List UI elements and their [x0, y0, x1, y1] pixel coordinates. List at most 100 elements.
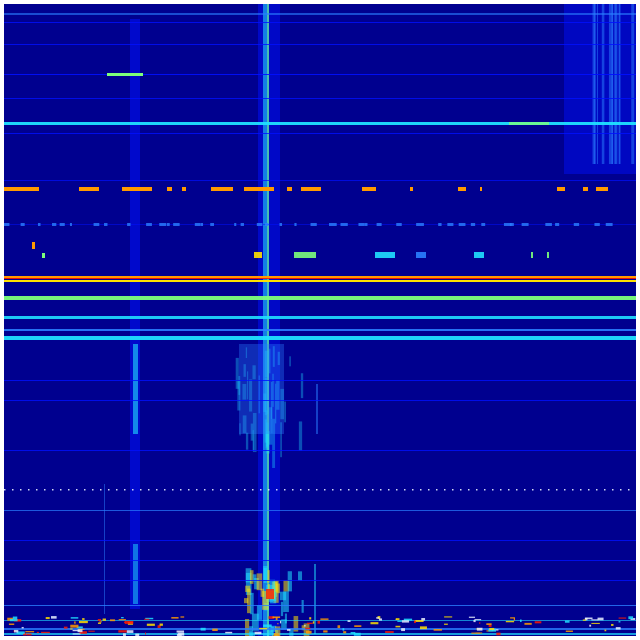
noise-cell — [524, 622, 532, 625]
noise-cell — [589, 624, 592, 627]
vertical-streak — [245, 432, 249, 450]
noise-cell — [275, 617, 278, 621]
noise-cell — [97, 622, 101, 624]
noise-cell — [126, 630, 134, 633]
noise-cell — [21, 626, 24, 629]
horizontal-line — [4, 560, 636, 561]
dotted-line-point — [44, 489, 46, 491]
bright-blob — [269, 596, 277, 604]
vertical-streak — [267, 381, 269, 415]
horizontal-line — [4, 276, 636, 278]
noise-cell — [510, 617, 515, 619]
bright-blob — [280, 601, 284, 617]
noise-cell — [118, 630, 127, 633]
line-segment — [438, 223, 442, 226]
line-segment — [573, 223, 580, 226]
noise-cell — [70, 628, 73, 630]
bright-blob — [293, 616, 299, 632]
noise-cell — [473, 619, 476, 623]
noise-cell — [604, 629, 607, 632]
line-segment — [264, 223, 269, 226]
horizontal-line — [4, 13, 636, 15]
noise-cell — [312, 621, 315, 624]
line-segment — [547, 252, 549, 258]
noise-cell — [306, 630, 312, 634]
vertical-streak — [258, 375, 260, 414]
bright-blob — [250, 592, 254, 615]
dotted-line-point — [540, 489, 542, 491]
noise-cell — [157, 625, 161, 628]
bright-blob — [289, 628, 294, 636]
dotted-line-point — [140, 489, 142, 491]
dotted-line-point — [500, 489, 502, 491]
dotted-line-point — [36, 489, 38, 491]
line-segment — [509, 122, 549, 125]
dotted-line-point — [516, 489, 518, 491]
noise-cell — [259, 627, 268, 630]
noise-cell — [121, 617, 124, 619]
bright-blob — [284, 613, 287, 624]
dotted-line-point — [92, 489, 94, 491]
heatmap-cells — [4, 4, 636, 636]
bright-blob — [256, 605, 263, 620]
bright-blob — [301, 600, 304, 613]
noise-cell — [414, 620, 424, 622]
bright-blob — [279, 591, 287, 601]
horizontal-line — [4, 329, 636, 331]
noise-cell — [343, 631, 347, 634]
noise-cell — [8, 623, 15, 626]
bright-blob — [301, 625, 305, 631]
horizontal-line — [4, 133, 636, 134]
vertical-streak — [252, 412, 257, 453]
line-segment — [79, 187, 99, 191]
vertical-streak — [268, 348, 271, 374]
line-segment — [166, 223, 170, 226]
noise-cell — [486, 623, 492, 626]
noise-cell — [41, 631, 50, 634]
noise-cell — [520, 619, 522, 623]
noise-cell — [564, 620, 570, 623]
noise-cell — [591, 619, 599, 621]
noise-cell — [475, 632, 483, 634]
dotted-line-point — [228, 489, 230, 491]
dotted-line-point — [612, 489, 614, 491]
dotted-line-point — [460, 489, 462, 491]
noise-cell — [611, 623, 614, 626]
vertical-band — [267, 4, 269, 636]
line-segment — [211, 187, 233, 191]
vertical-streak — [242, 415, 247, 434]
noise-cell — [433, 629, 442, 631]
dotted-line-point — [420, 489, 422, 491]
horizontal-line — [4, 380, 636, 381]
noise-cell — [401, 620, 410, 623]
line-segment — [240, 223, 244, 226]
vertical-band — [263, 4, 269, 636]
noise-cell — [286, 629, 291, 631]
noise-cell — [70, 617, 79, 619]
line-segment — [364, 223, 368, 226]
noise-cell — [337, 625, 341, 629]
dotted-line-point — [380, 489, 382, 491]
line-segment — [42, 253, 45, 258]
dotted-line-point — [28, 489, 30, 491]
noise-cell — [488, 628, 497, 632]
noise-cell — [72, 633, 81, 635]
dotted-line-point — [164, 489, 166, 491]
vertical-streak — [252, 430, 254, 451]
line-segment — [107, 73, 143, 76]
bright-blob — [283, 591, 289, 613]
noise-cell — [597, 617, 604, 621]
bright-blob — [244, 598, 249, 604]
horizontal-line — [4, 44, 636, 45]
noise-cell — [307, 622, 313, 625]
dotted-line-point — [292, 489, 294, 491]
noise-cell — [272, 616, 281, 619]
dotted-line-point — [20, 489, 22, 491]
vertical-streak — [284, 401, 286, 423]
noise-cell — [618, 621, 621, 623]
noise-cell — [51, 616, 57, 619]
bright-blob — [249, 570, 254, 584]
vertical-streak — [277, 351, 280, 366]
vertical-streak — [243, 364, 246, 377]
bright-blob — [245, 585, 251, 592]
